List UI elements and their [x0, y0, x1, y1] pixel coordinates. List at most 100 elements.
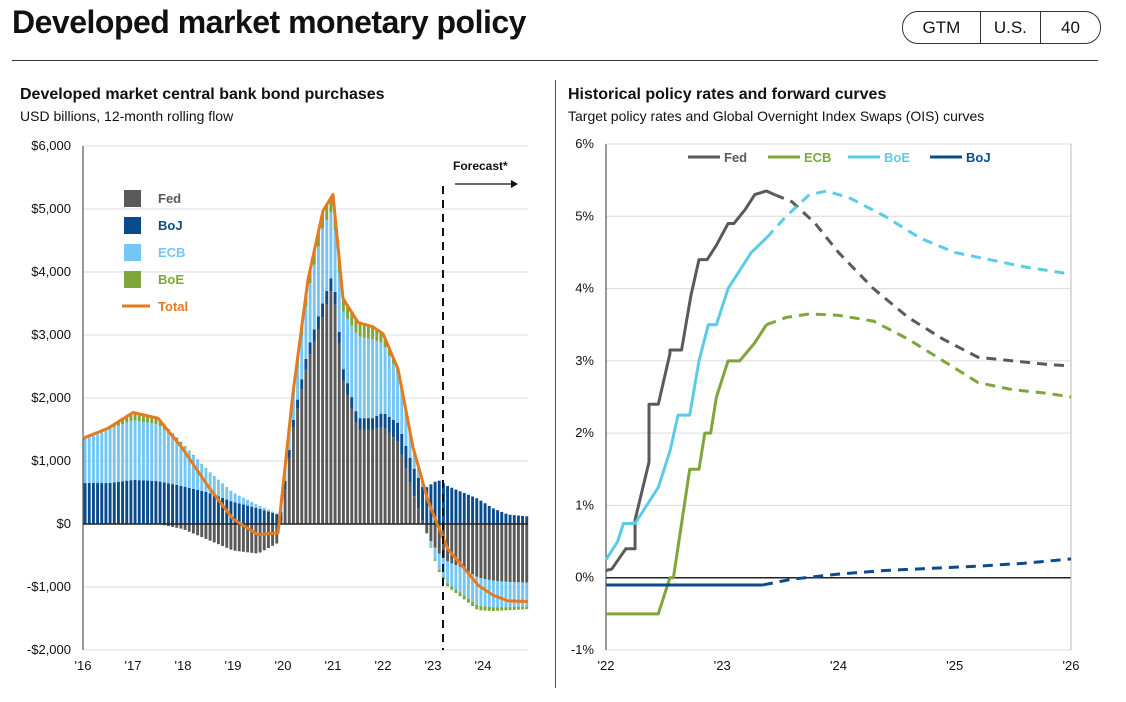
bar-ecb	[429, 541, 433, 547]
bar-fed	[179, 524, 183, 529]
bar-boe	[496, 607, 500, 611]
y-tick-label: $2,000	[31, 390, 71, 405]
bar-fed	[450, 524, 454, 564]
bar-fed	[400, 454, 404, 524]
bar-boj	[491, 508, 495, 524]
bar-boe	[354, 319, 358, 333]
bar-ecb	[100, 431, 104, 484]
bar-ecb	[266, 509, 270, 512]
bar-fed	[271, 524, 275, 546]
bar-boj	[362, 418, 366, 430]
bar-boe	[129, 413, 133, 421]
bar-ecb	[333, 230, 337, 292]
bar-fed	[266, 524, 270, 549]
bar-fed	[241, 524, 245, 552]
bar-ecb	[121, 423, 125, 482]
y-tick-label: -1%	[571, 642, 595, 657]
x-tick-label: '17	[125, 658, 142, 673]
bar-boe	[525, 606, 529, 610]
bar-boe	[504, 607, 508, 611]
bar-fed	[287, 457, 291, 524]
legend-label-boe: BoE	[158, 272, 184, 287]
bar-ecb	[358, 336, 362, 419]
legend: Fed BoJ ECB BoE Total	[122, 190, 188, 314]
bar-fed	[341, 380, 345, 524]
bar-boe	[141, 414, 145, 422]
bar-boj	[396, 422, 400, 442]
bar-fed	[396, 441, 400, 524]
bar-ecb	[362, 337, 366, 419]
x-tick-label: '22	[598, 658, 615, 673]
bar-boe	[154, 417, 158, 425]
bar-boe	[316, 231, 320, 247]
bar-fed	[387, 432, 391, 524]
fed-forecast-line	[773, 193, 1072, 368]
bar-boj	[241, 504, 245, 524]
y-tick-label: 6%	[575, 136, 594, 151]
bar-ecb	[196, 459, 200, 490]
bar-boj	[316, 316, 320, 330]
bar-ecb	[504, 581, 508, 608]
bar-boj	[83, 483, 87, 524]
bar-ecb	[96, 433, 100, 484]
y-tick-label: $6,000	[31, 138, 71, 153]
bar-boe	[125, 416, 129, 423]
bar-boj	[312, 329, 316, 342]
bar-fed	[491, 524, 495, 581]
bar-boj	[125, 480, 129, 524]
bar-boj	[400, 433, 404, 455]
bar-boj	[154, 481, 158, 524]
bar-boj	[462, 493, 466, 524]
bar-boj	[262, 510, 266, 524]
bar-boe	[175, 437, 179, 441]
bar-boe	[512, 606, 516, 610]
bar-boe	[371, 326, 375, 340]
bar-boj	[300, 379, 304, 390]
bar-ecb	[312, 264, 316, 330]
bar-ecb	[162, 429, 166, 483]
bar-boe	[325, 204, 329, 221]
bar-fed	[496, 524, 500, 582]
bar-fed	[458, 524, 462, 567]
bar-ecb	[337, 272, 341, 332]
bar-boj	[304, 359, 308, 370]
bar-fed	[221, 524, 225, 546]
bar-ecb	[396, 371, 400, 423]
bar-ecb	[371, 339, 375, 419]
bar-ecb	[508, 582, 512, 608]
bar-fed	[479, 524, 483, 579]
bar-ecb	[150, 423, 154, 481]
bar-fed	[312, 341, 316, 524]
bar-boj	[412, 468, 416, 497]
bar-ecb	[496, 581, 500, 608]
bar-ecb	[258, 506, 262, 509]
bar-fed	[204, 524, 208, 539]
bar-fed	[171, 524, 175, 527]
y-tick-label: $5,000	[31, 201, 71, 216]
bar-boj	[237, 503, 241, 524]
bar-fed	[316, 329, 320, 524]
bar-ecb	[437, 553, 441, 571]
legend-label-boj: BoJ	[158, 218, 183, 233]
bar-fed	[166, 524, 170, 527]
bar-boj	[346, 383, 350, 395]
bar-boj	[137, 480, 141, 524]
bar-ecb	[316, 246, 320, 317]
page-title: Developed market monetary policy	[12, 4, 526, 40]
bar-boj	[233, 502, 237, 524]
bar-ecb	[308, 283, 312, 343]
bond-purchases-chart: $6,000 $5,000 $4,000 $3,000 $2,000 $1,000 $0 -$…	[27, 138, 529, 673]
bar-fed	[333, 304, 337, 524]
bar-boj	[212, 494, 216, 524]
bar-ecb	[116, 425, 120, 482]
bar-boj	[162, 482, 166, 524]
bar-fed	[425, 524, 429, 533]
x-tick-label: '22	[375, 658, 392, 673]
bar-ecb	[141, 421, 145, 481]
badge-region: U.S.	[979, 12, 1040, 43]
bar-boj	[204, 491, 208, 524]
bar-fed	[412, 496, 416, 524]
legend-swatch-fed	[124, 190, 141, 207]
bar-boj	[479, 500, 483, 524]
bar-fed	[437, 524, 441, 554]
